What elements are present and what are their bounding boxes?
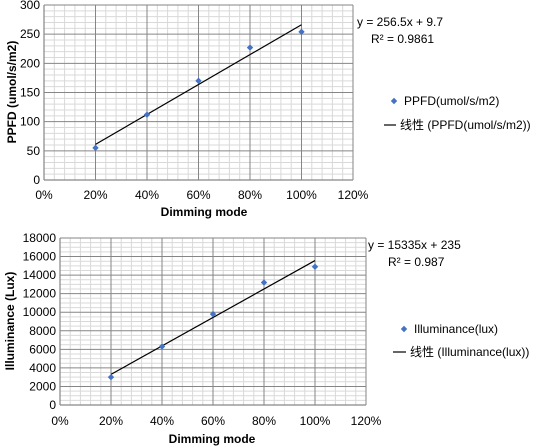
y-tick-label: 50 (27, 144, 41, 158)
x-tick-label: 120% (338, 188, 369, 202)
trendline-equation: y = 256.5x + 9.7 (357, 15, 443, 29)
data-point (209, 310, 217, 318)
x-tick-label: 20% (99, 414, 123, 428)
data-point (298, 28, 305, 36)
trendline-equation: y = 15335x + 235 (368, 238, 461, 252)
data-point (195, 77, 202, 85)
y-tick-label: 10000 (23, 305, 57, 319)
chart-2: 0 2000 4000 6000 8000 10000 12000 14000 16000 180… (3, 231, 529, 446)
legend-marker (400, 325, 408, 333)
x-tick-label: 20% (83, 188, 107, 202)
y-tick-label: 200 (20, 56, 40, 70)
y-tick-label: 8000 (29, 324, 56, 338)
y-tick-label: 150 (20, 86, 40, 100)
data-point (260, 279, 268, 286)
x-tick-label: 60% (186, 188, 210, 202)
r-squared-label: R² = 0.987 (388, 255, 445, 269)
legend: PPFD(umol/s/m2) 线性 (PPFD(umol/s/m2)) (384, 94, 531, 132)
legend-label-series: PPFD(umol/s/m2) (404, 94, 499, 108)
y-tick-label: 250 (20, 27, 40, 41)
y-axis-title: PPFD (umol/s/m2) (5, 41, 19, 144)
x-tick-label: 40% (150, 414, 174, 428)
y-tick-label: 100 (20, 115, 40, 129)
y-tick-label: 4000 (29, 361, 56, 375)
legend: Illuminance(lux) 线性 (Illuminance(lux)) (393, 322, 529, 359)
data-point (143, 111, 151, 118)
y-tick-label: 2000 (29, 379, 56, 393)
x-axis-title: Dimming mode (169, 432, 256, 446)
major-grid (43, 4, 354, 181)
data-point (107, 373, 115, 381)
y-tick-label: 18000 (23, 231, 57, 245)
r-squared-label: R² = 0.9861 (371, 32, 434, 46)
legend-marker (390, 97, 398, 105)
x-tick-label: 100% (286, 188, 317, 202)
data-point (311, 263, 319, 270)
y-tick-label: 6000 (29, 342, 56, 356)
data-point (92, 144, 99, 152)
y-tick-label: 300 (20, 0, 40, 12)
trendline (110, 260, 316, 375)
x-tick-label: 80% (238, 188, 262, 202)
legend-label-trendline: 线性 (PPFD(umol/s/m2)) (400, 118, 531, 132)
x-tick-label: 80% (252, 414, 276, 428)
chart-1: 0 50 100 150 200 250 300 0% 20% 40% 60% 80% 100% 120%… (5, 0, 531, 219)
x-tick-label: 60% (201, 414, 225, 428)
y-tick-label: 16000 (23, 250, 57, 264)
data-point (158, 343, 166, 350)
legend-label-trendline: 线性 (Illuminance(lux)) (410, 345, 529, 359)
y-tick-label: 0 (49, 398, 56, 412)
x-axis-title: Dimming mode (161, 205, 248, 219)
trendline (95, 24, 302, 145)
y-tick-label: 14000 (23, 268, 57, 282)
x-tick-label: 0% (35, 188, 53, 202)
y-tick-label: 12000 (23, 287, 57, 301)
data-point (246, 44, 254, 51)
y-axis-title: Illuminance (Lux) (3, 272, 17, 371)
x-tick-label: 40% (135, 188, 159, 202)
y-tick-label: 0 (33, 173, 40, 187)
x-tick-label: 100% (300, 414, 331, 428)
legend-label-series: Illuminance(lux) (414, 322, 498, 336)
x-tick-label: 0% (51, 414, 69, 428)
x-tick-label: 120% (351, 414, 382, 428)
